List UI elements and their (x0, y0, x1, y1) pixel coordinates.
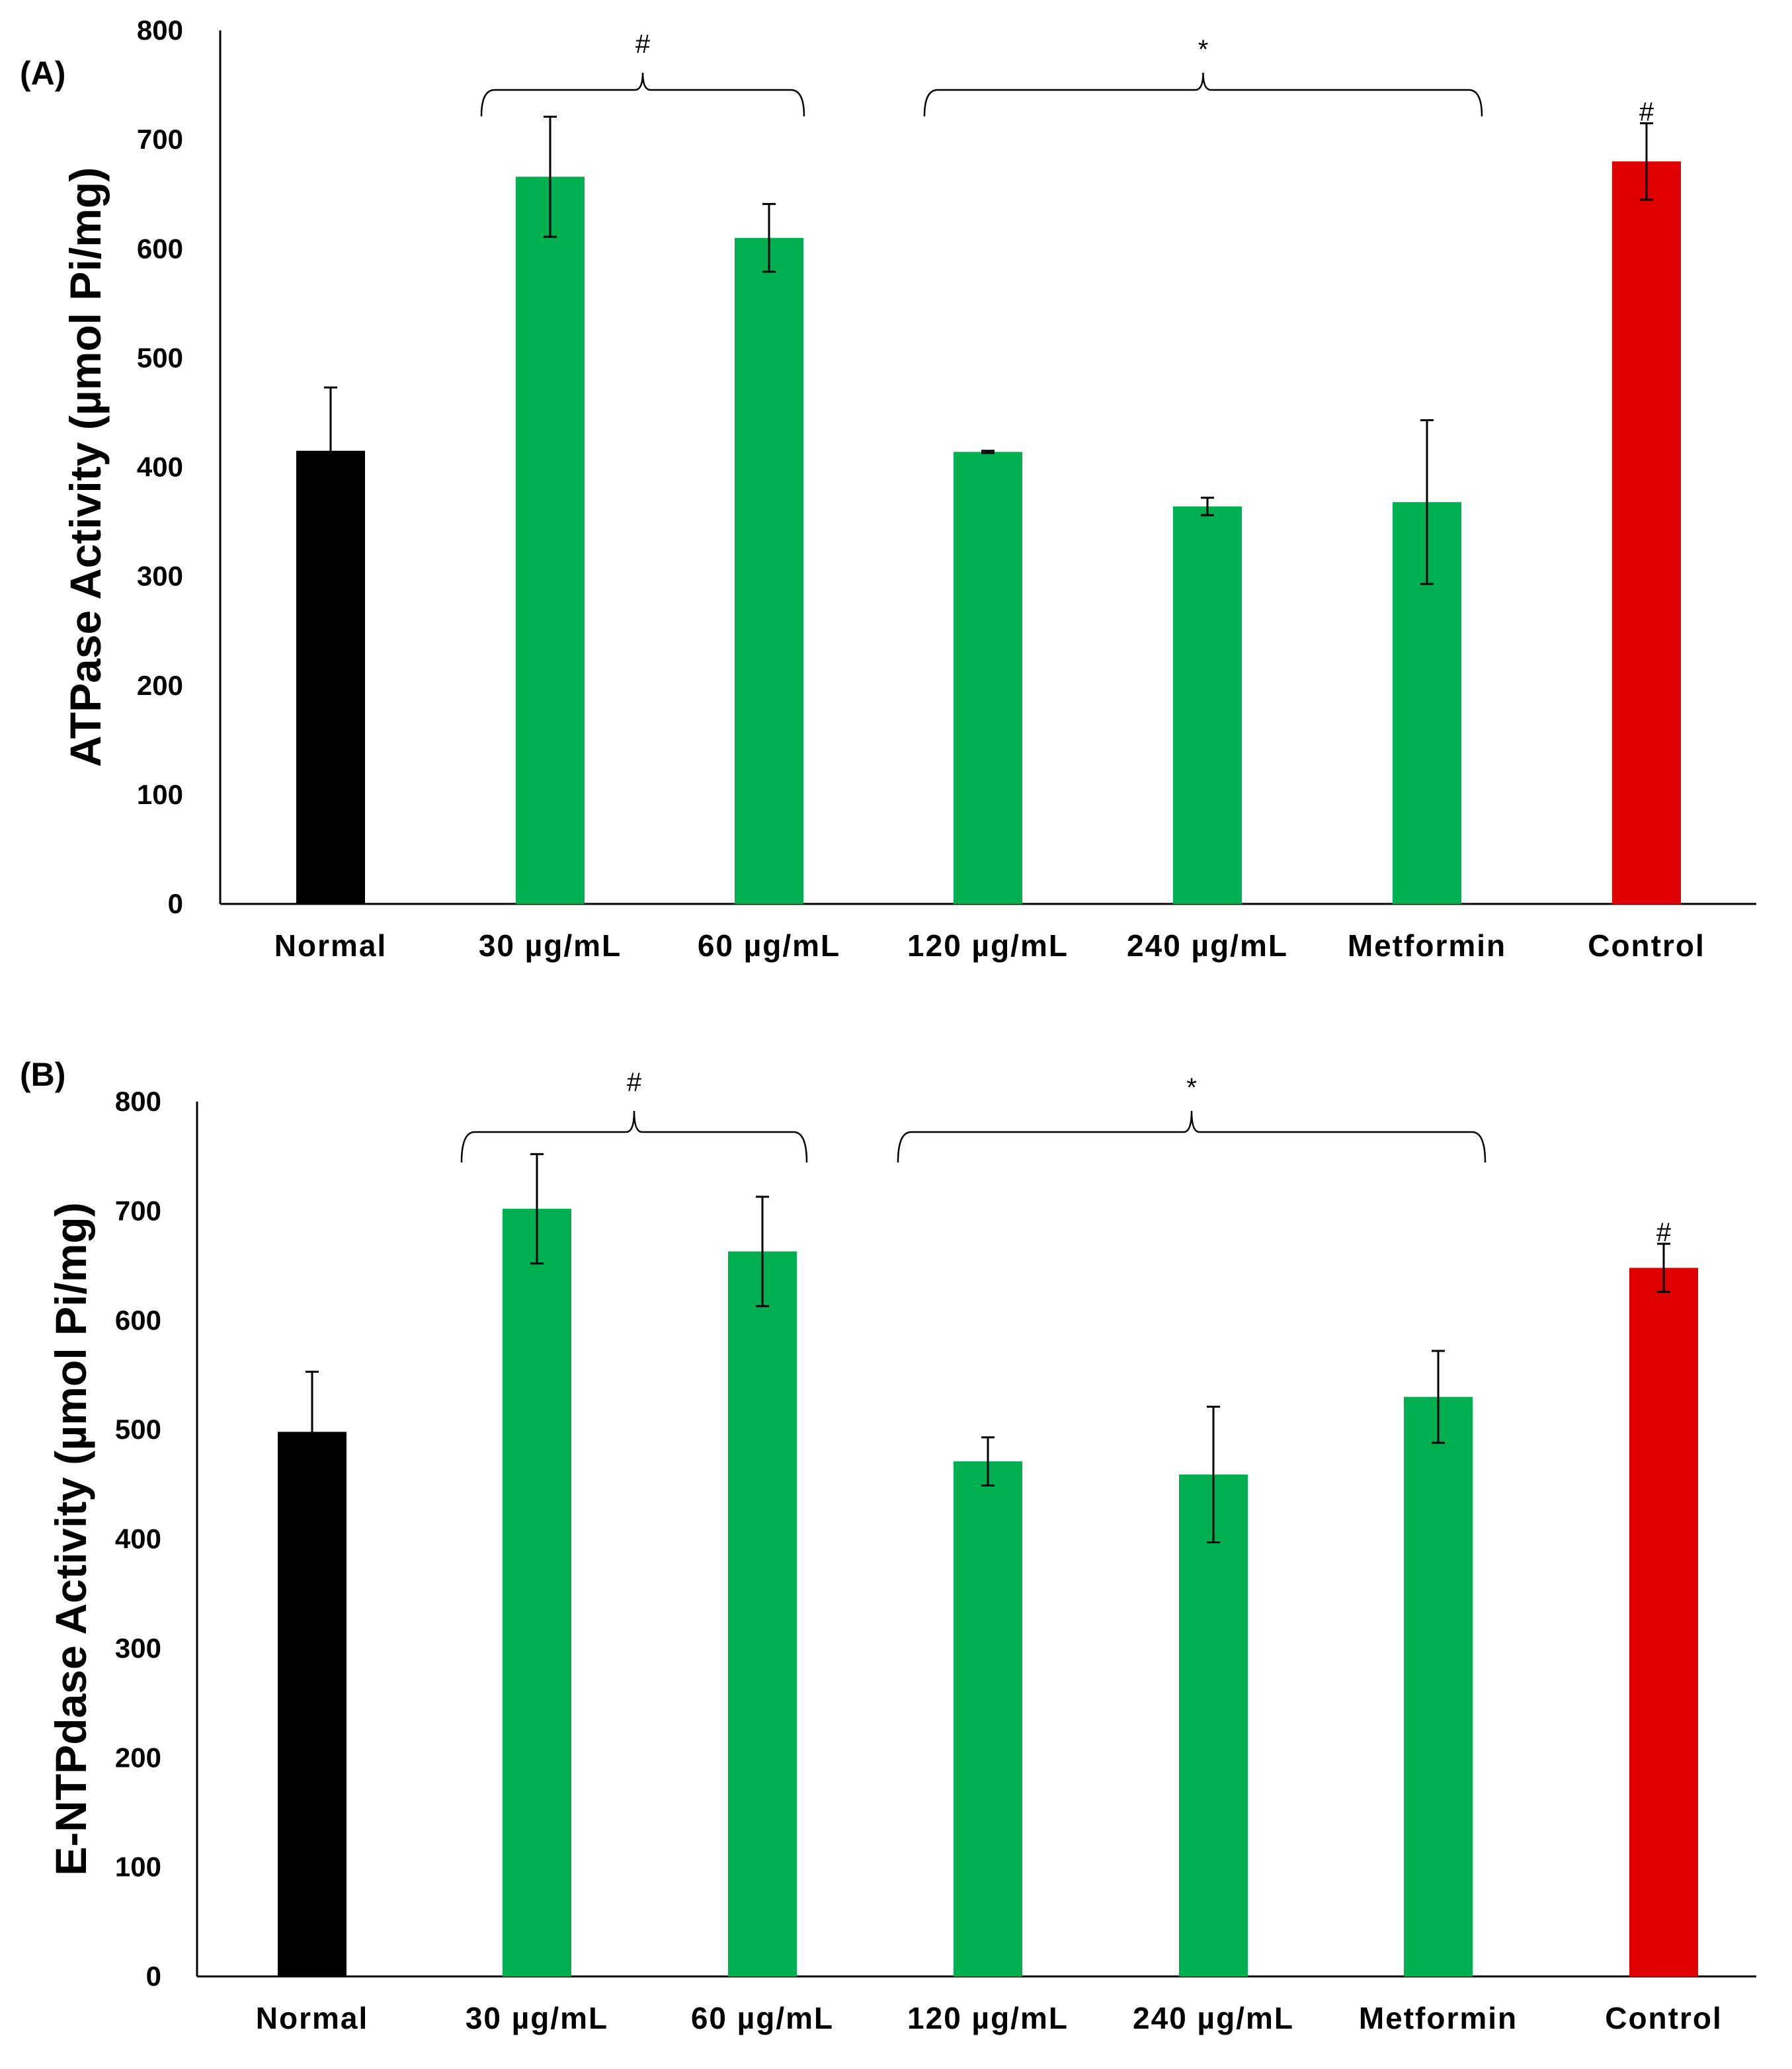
y-tick-label: 400 (115, 1523, 161, 1555)
bar (1404, 1397, 1473, 1976)
significance-label: # (627, 1068, 642, 1097)
x-tick-label: Metformin (1348, 928, 1506, 963)
x-tick-label: Control (1605, 2001, 1723, 2035)
error-bar (305, 1370, 319, 1493)
bar (278, 1432, 346, 1976)
significance-marker: # (1656, 1218, 1672, 1247)
error-bar (1432, 1350, 1445, 1444)
bar (954, 1461, 1022, 1976)
bar (516, 177, 585, 905)
error-bar (530, 1153, 544, 1265)
x-tick-label: 240 µg/mL (1133, 2001, 1294, 2035)
x-tick-label: Metformin (1359, 2001, 1518, 2035)
bar (1629, 1268, 1698, 1976)
x-tick-label: 120 µg/mL (907, 2001, 1069, 2035)
y-tick-label: 100 (115, 1851, 161, 1883)
significance-bracket (923, 72, 1483, 117)
y-tick-label: 300 (137, 561, 183, 592)
y-tick-label: 200 (137, 670, 183, 701)
x-tick-label: Control (1588, 928, 1705, 963)
bar (728, 1251, 797, 1976)
y-tick-label: 200 (115, 1742, 161, 1773)
significance-marker: # (1639, 97, 1654, 126)
x-tick-label: 30 µg/mL (479, 928, 622, 963)
chart-a: (A) ATPase Activity (µmol Pi/mg) 0 100 200 30… (20, 15, 1756, 963)
y-tick-label: 400 (137, 452, 183, 483)
y-tick-label: 500 (137, 342, 183, 373)
x-tick-label: 60 µg/mL (691, 2001, 834, 2035)
panel-label: (A) (20, 55, 65, 92)
significance-label: # (635, 30, 651, 59)
error-bar (1420, 419, 1434, 585)
significance-bracket (480, 72, 805, 117)
y-tick-label: 500 (115, 1414, 161, 1445)
y-axis-label: ATPase Activity (µmol Pi/mg) (61, 167, 110, 767)
bar (503, 1209, 571, 1976)
x-tick-label: 120 µg/mL (907, 928, 1069, 963)
y-tick-label: 600 (115, 1305, 161, 1336)
y-tick-label: 0 (146, 1961, 161, 1992)
significance-label: * (1198, 35, 1209, 64)
y-tick-label: 100 (137, 779, 183, 810)
error-bar (981, 1436, 995, 1486)
error-bar (756, 1196, 769, 1307)
error-bar (1657, 1242, 1670, 1293)
y-tick-label: 800 (115, 1086, 161, 1117)
y-tick-label: 600 (137, 233, 183, 264)
significance-label: * (1186, 1073, 1197, 1102)
y-tick-label: 700 (137, 124, 183, 155)
error-bar (981, 450, 995, 454)
bar (735, 237, 803, 904)
x-tick-label: 30 µg/mL (466, 2001, 608, 2035)
y-tick-label: 0 (168, 888, 183, 919)
y-tick-label: 300 (115, 1633, 161, 1664)
error-bar (1201, 497, 1214, 516)
error-bar (762, 203, 776, 273)
bar (1612, 161, 1681, 904)
error-bar (1640, 122, 1653, 201)
x-tick-label: Normal (256, 2001, 368, 2035)
bar (296, 450, 365, 904)
bar (1173, 506, 1242, 904)
panel-label: (B) (20, 1056, 65, 1093)
x-tick-label: Normal (274, 928, 387, 963)
y-tick-label: 700 (115, 1195, 161, 1226)
error-bar (1207, 1405, 1220, 1543)
x-tick-label: 240 µg/mL (1127, 928, 1288, 963)
y-axis-label: E-NTPdase Activity (µmol Pi/mg) (46, 1202, 95, 1875)
bar (1179, 1474, 1248, 1976)
y-tick-label: 800 (137, 15, 183, 46)
chart-b: (B) E-NTPdase Activity (µmol Pi/mg) 0 100 20… (20, 1056, 1756, 2035)
error-bar (324, 386, 337, 516)
significance-bracket (897, 1110, 1487, 1163)
error-bar (544, 115, 557, 238)
x-tick-label: 60 µg/mL (698, 928, 840, 963)
bar (954, 452, 1022, 904)
significance-bracket (460, 1110, 808, 1163)
